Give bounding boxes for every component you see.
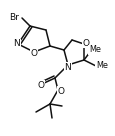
Text: Me: Me [95,61,107,70]
Text: O: O [82,38,89,47]
Text: Br: Br [9,13,19,22]
Text: N: N [64,63,71,72]
Text: N: N [13,39,20,49]
Text: O: O [37,81,44,89]
Text: O: O [57,86,64,95]
Text: Me: Me [88,46,100,55]
Text: O: O [30,49,37,58]
